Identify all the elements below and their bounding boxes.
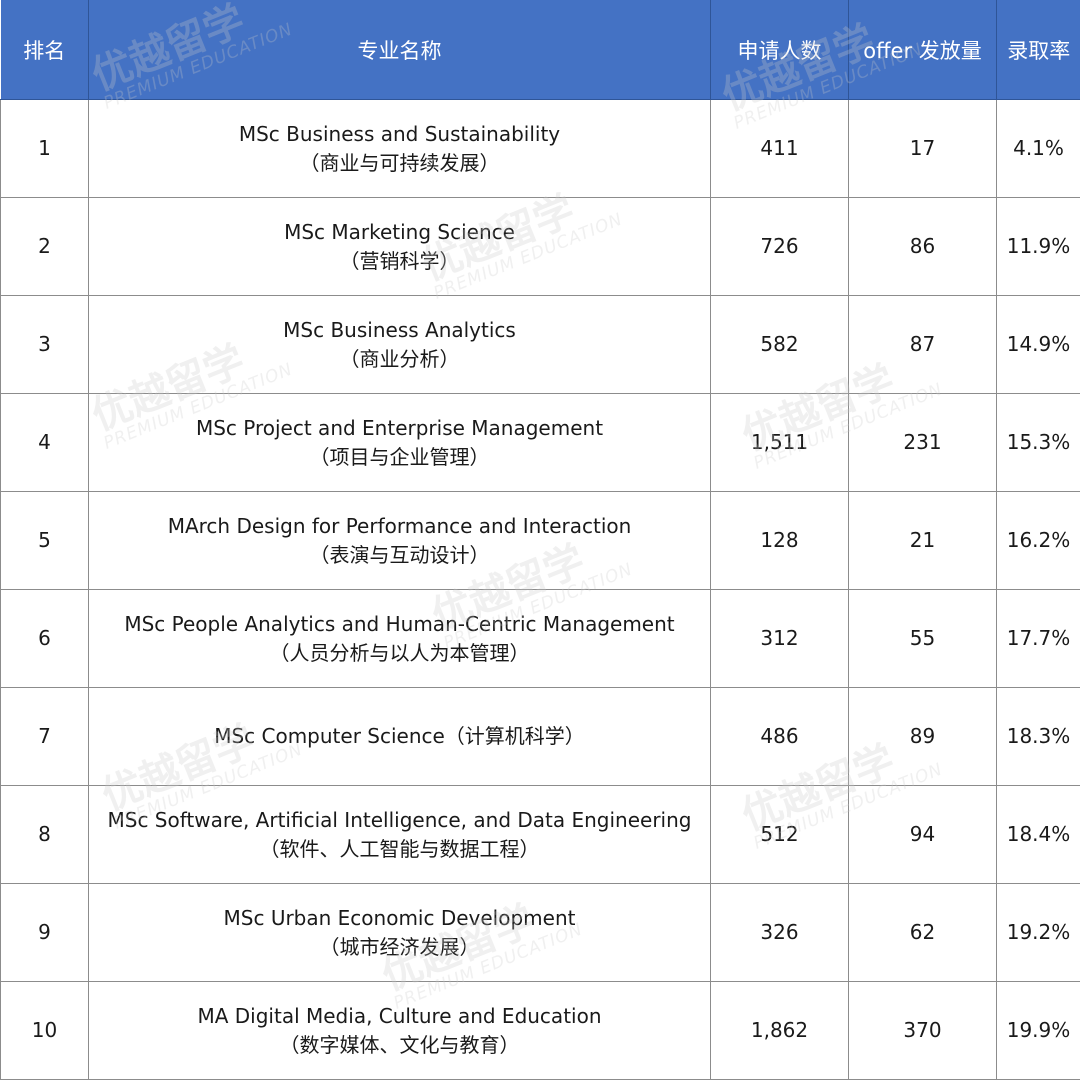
- table-row: 3 MSc Business Analytics （商业分析） 582 87 1…: [0, 295, 1080, 394]
- offers-cell: 21: [848, 491, 997, 590]
- program-name-cn: （营销科学）: [339, 248, 460, 273]
- rate-cell: 19.9%: [996, 981, 1080, 1080]
- header-applicants: 申请人数: [710, 0, 849, 100]
- applicants-cell: 512: [710, 785, 849, 884]
- program-name-en: MSc Project and Enterprise Management: [195, 415, 604, 440]
- applicants-cell: 326: [710, 883, 849, 982]
- rate-cell: 11.9%: [996, 197, 1080, 296]
- table-row: 8 MSc Software, Artificial Intelligence,…: [0, 785, 1080, 884]
- program-cell: MArch Design for Performance and Interac…: [88, 491, 711, 590]
- program-name-en: MSc Software, Artificial Intelligence, a…: [107, 807, 692, 832]
- program-cell: MSc Project and Enterprise Management （项…: [88, 393, 711, 492]
- program-name-en: MSc Business and Sustainability: [238, 121, 561, 146]
- program-cell: MSc Computer Science（计算机科学）: [88, 687, 711, 786]
- program-name-en: MArch Design for Performance and Interac…: [167, 513, 632, 538]
- rate-cell: 15.3%: [996, 393, 1080, 492]
- table-row: 4 MSc Project and Enterprise Management …: [0, 393, 1080, 492]
- rate-cell: 18.4%: [996, 785, 1080, 884]
- program-name-en: MSc People Analytics and Human-Centric M…: [124, 611, 675, 636]
- rate-cell: 17.7%: [996, 589, 1080, 688]
- offers-cell: 370: [848, 981, 997, 1080]
- program-cell: MSc Software, Artificial Intelligence, a…: [88, 785, 711, 884]
- program-cell: MSc People Analytics and Human-Centric M…: [88, 589, 711, 688]
- rate-cell: 18.3%: [996, 687, 1080, 786]
- rate-cell: 19.2%: [996, 883, 1080, 982]
- rank-cell: 4: [0, 393, 89, 492]
- rank-cell: 8: [0, 785, 89, 884]
- header-rate: 录取率: [996, 0, 1080, 100]
- applicants-cell: 582: [710, 295, 849, 394]
- rank-cell: 3: [0, 295, 89, 394]
- applicants-cell: 411: [710, 99, 849, 198]
- program-name-cn: （城市经济发展）: [319, 934, 480, 959]
- applicants-cell: 1,862: [710, 981, 849, 1080]
- header-program: 专业名称: [88, 0, 711, 100]
- program-name-en: MSc Urban Economic Development: [223, 905, 576, 930]
- applicants-cell: 486: [710, 687, 849, 786]
- program-name-en: MSc Marketing Science: [284, 219, 515, 244]
- rate-cell: 14.9%: [996, 295, 1080, 394]
- program-cell: MSc Marketing Science （营销科学）: [88, 197, 711, 296]
- offers-cell: 94: [848, 785, 997, 884]
- table-row: 6 MSc People Analytics and Human-Centric…: [0, 589, 1080, 688]
- table-row: 9 MSc Urban Economic Development （城市经济发展…: [0, 883, 1080, 982]
- rank-cell: 1: [0, 99, 89, 198]
- rank-cell: 2: [0, 197, 89, 296]
- header-row: 排名 专业名称 申请人数 offer 发放量 录取率: [0, 0, 1080, 100]
- program-name-cn: （商业与可持续发展）: [299, 150, 500, 175]
- offers-cell: 17: [848, 99, 997, 198]
- table-row: 1 MSc Business and Sustainability （商业与可持…: [0, 99, 1080, 198]
- offers-cell: 62: [848, 883, 997, 982]
- program-cell: MA Digital Media, Culture and Education …: [88, 981, 711, 1080]
- program-name-cn: （数字媒体、文化与教育）: [279, 1032, 520, 1057]
- rank-cell: 5: [0, 491, 89, 590]
- header-offers: offer 发放量: [848, 0, 997, 100]
- rank-cell: 9: [0, 883, 89, 982]
- table-row: 10 MA Digital Media, Culture and Educati…: [0, 981, 1080, 1080]
- program-name-cn: （软件、人工智能与数据工程）: [259, 836, 540, 861]
- program-cell: MSc Urban Economic Development （城市经济发展）: [88, 883, 711, 982]
- rank-cell: 7: [0, 687, 89, 786]
- offers-cell: 87: [848, 295, 997, 394]
- offers-cell: 55: [848, 589, 997, 688]
- program-name-cn: （人员分析与以人为本管理）: [269, 640, 530, 665]
- program-cell: MSc Business and Sustainability （商业与可持续发…: [88, 99, 711, 198]
- rate-cell: 16.2%: [996, 491, 1080, 590]
- offers-cell: 89: [848, 687, 997, 786]
- program-cell: MSc Business Analytics （商业分析）: [88, 295, 711, 394]
- table-row: 7 MSc Computer Science（计算机科学） 486 89 18.…: [0, 687, 1080, 786]
- program-name-en: MA Digital Media, Culture and Education: [197, 1003, 602, 1028]
- header-rank: 排名: [0, 0, 89, 100]
- program-name-cn: （项目与企业管理）: [309, 444, 490, 469]
- rate-cell: 4.1%: [996, 99, 1080, 198]
- applicants-cell: 312: [710, 589, 849, 688]
- applicants-cell: 726: [710, 197, 849, 296]
- table-row: 5 MArch Design for Performance and Inter…: [0, 491, 1080, 590]
- applicants-cell: 128: [710, 491, 849, 590]
- program-name-en: MSc Business Analytics: [283, 317, 516, 342]
- program-name-en: MSc Computer Science（计算机科学）: [214, 724, 585, 748]
- offers-cell: 86: [848, 197, 997, 296]
- applicants-cell: 1,511: [710, 393, 849, 492]
- program-name-cn: （表演与互动设计）: [309, 542, 490, 567]
- table-row: 2 MSc Marketing Science （营销科学） 726 86 11…: [0, 197, 1080, 296]
- rank-cell: 6: [0, 589, 89, 688]
- offers-cell: 231: [848, 393, 997, 492]
- rank-cell: 10: [0, 981, 89, 1080]
- program-name-cn: （商业分析）: [339, 346, 460, 371]
